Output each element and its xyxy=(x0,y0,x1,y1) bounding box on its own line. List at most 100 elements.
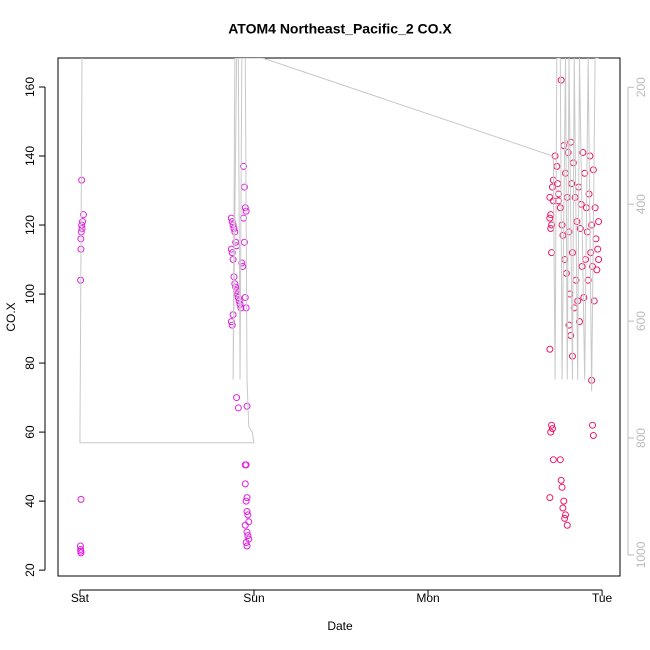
data-point xyxy=(243,507,251,515)
data-point xyxy=(594,245,602,253)
data-point xyxy=(575,318,583,326)
data-point xyxy=(583,228,591,236)
data-point xyxy=(587,249,595,257)
data-point xyxy=(240,162,248,170)
data-point xyxy=(563,193,571,201)
y2-tick-label: 1000 xyxy=(634,541,648,568)
y-tick-label: 120 xyxy=(23,215,37,235)
data-point xyxy=(562,169,570,177)
y-tick-label: 140 xyxy=(23,146,37,166)
data-point xyxy=(576,224,584,232)
data-point xyxy=(243,494,251,502)
data-point xyxy=(557,476,565,484)
data-point xyxy=(591,204,599,212)
data-point xyxy=(556,456,564,464)
data-point xyxy=(229,221,237,229)
data-point xyxy=(77,549,85,557)
data-point xyxy=(554,180,562,188)
data-point xyxy=(578,262,586,270)
data-point xyxy=(241,204,249,212)
data-point xyxy=(78,224,86,232)
data-point xyxy=(227,318,235,326)
y-axis-label: CO.X xyxy=(4,302,18,331)
data-point xyxy=(244,532,252,540)
data-point xyxy=(245,518,253,526)
data-point xyxy=(555,190,563,198)
data-point xyxy=(561,514,569,522)
data-point xyxy=(241,294,249,302)
data-point xyxy=(242,497,250,505)
data-point xyxy=(589,421,597,429)
data-point xyxy=(589,432,597,440)
data-point xyxy=(234,294,242,302)
data-point xyxy=(560,497,568,505)
data-point xyxy=(571,193,579,201)
data-point xyxy=(557,76,565,84)
y2-tick-label: 800 xyxy=(634,428,648,448)
plot-area xyxy=(76,58,603,557)
data-point xyxy=(233,394,241,402)
data-point xyxy=(548,221,556,229)
data-point xyxy=(588,221,596,229)
data-point xyxy=(553,162,561,170)
plot-frame xyxy=(57,57,621,577)
data-point xyxy=(556,204,564,212)
data-point xyxy=(238,259,246,267)
data-point xyxy=(585,190,593,198)
data-point xyxy=(559,231,567,239)
y-tick-label: 80 xyxy=(23,356,37,370)
data-point xyxy=(244,511,252,519)
data-point xyxy=(241,521,249,529)
data-point xyxy=(241,480,249,488)
data-point xyxy=(558,483,566,491)
data-point xyxy=(595,218,603,226)
data-point xyxy=(559,504,567,512)
y-tick-label: 160 xyxy=(23,77,37,97)
data-point xyxy=(77,495,85,503)
data-point xyxy=(232,283,240,291)
x-tick-label: Sat xyxy=(71,591,90,605)
data-point xyxy=(584,276,592,284)
data-point xyxy=(229,256,237,264)
data-point xyxy=(547,428,555,436)
y-tick-label: 40 xyxy=(23,494,37,508)
pressure-line xyxy=(79,58,599,444)
data-point xyxy=(562,511,570,519)
data-point xyxy=(548,183,556,191)
x-tick-label: Sun xyxy=(243,591,264,605)
data-point xyxy=(546,193,554,201)
data-point xyxy=(549,456,557,464)
data-point xyxy=(547,224,555,232)
data-point xyxy=(243,528,251,536)
data-point xyxy=(240,238,248,246)
y-tick-label: 20 xyxy=(23,563,37,577)
data-point xyxy=(242,461,250,469)
data-point xyxy=(78,221,86,229)
data-point xyxy=(579,149,587,157)
chart-title: ATOM4 Northeast_Pacific_2 CO.X xyxy=(228,21,452,37)
data-point xyxy=(79,211,87,219)
y2-tick-label: 200 xyxy=(634,77,648,97)
x-axis-label: Date xyxy=(327,619,353,633)
data-point xyxy=(240,183,248,191)
x-tick-label: Mon xyxy=(416,591,439,605)
data-point xyxy=(558,221,566,229)
data-point xyxy=(232,238,240,246)
data-point xyxy=(79,218,87,226)
y-tick-label: 100 xyxy=(23,284,37,304)
data-point xyxy=(548,421,556,429)
data-point xyxy=(589,166,597,174)
data-point xyxy=(548,425,556,433)
data-point xyxy=(563,521,571,529)
data-point xyxy=(546,494,554,502)
x-tick-label: Tue xyxy=(592,591,613,605)
data-point xyxy=(234,404,242,412)
data-point xyxy=(546,345,554,353)
data-point xyxy=(586,152,594,160)
y2-tick-label: 400 xyxy=(634,194,648,214)
data-point xyxy=(595,256,603,264)
data-point xyxy=(592,235,600,243)
data-point xyxy=(228,249,236,257)
y2-tick-label: 600 xyxy=(634,311,648,331)
